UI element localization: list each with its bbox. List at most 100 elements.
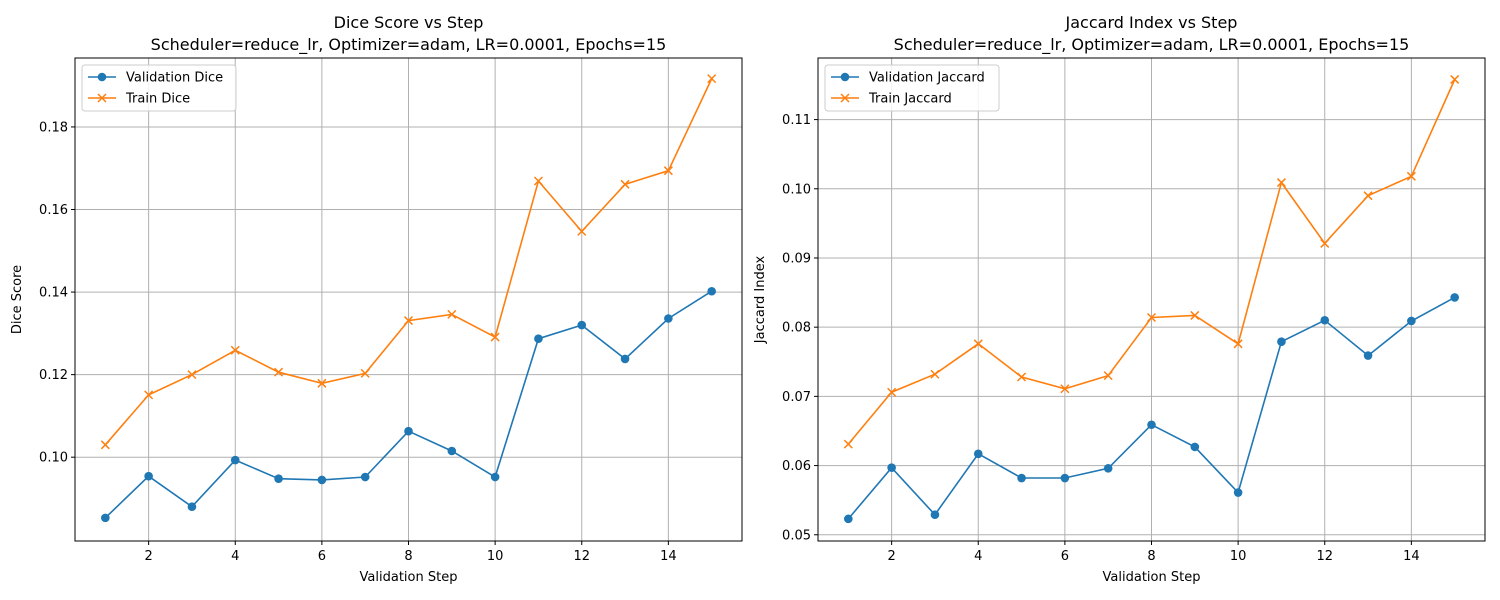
data-point [887, 387, 897, 397]
legend-label: Validation Dice [126, 71, 223, 86]
data-point [1363, 191, 1373, 201]
data-point [101, 513, 110, 523]
data-point [274, 367, 284, 377]
y-tick-label: 0.16 [39, 203, 68, 218]
legend: Validation Dice Train Dice [81, 64, 237, 112]
y-tick-label: 0.08 [782, 321, 811, 336]
legend-box [81, 64, 237, 112]
data-point [930, 369, 940, 379]
chart-subtitle: Scheduler=reduce_lr, Optimizer=adam, LR=… [151, 35, 667, 55]
data-point [447, 446, 457, 456]
data-point [620, 354, 630, 364]
series-train [100, 74, 717, 450]
data-point [1320, 315, 1330, 325]
y-tick-label: 0.18 [39, 120, 68, 135]
y-tick-label: 0.07 [782, 390, 811, 405]
x-tick-label: 4 [974, 549, 982, 564]
data-point [577, 320, 587, 330]
data-point [1103, 371, 1113, 381]
series-validation [844, 293, 1459, 524]
data-point [187, 502, 197, 512]
legend-label: Train Jaccard [868, 92, 952, 107]
y-tick-label: 0.09 [782, 251, 811, 266]
data-point [664, 314, 673, 323]
data-point [843, 439, 853, 449]
data-point [317, 475, 327, 485]
legend-marker [97, 93, 107, 103]
y-tick-label: 0.11 [782, 113, 811, 128]
data-point [844, 514, 853, 524]
data-point [1147, 420, 1156, 430]
data-point [187, 370, 197, 380]
plot-frame [817, 57, 1486, 542]
series-validation [101, 286, 716, 523]
x-tick-label: 8 [404, 549, 412, 564]
data-point [577, 226, 587, 236]
series-train [843, 74, 1460, 449]
y-axis-label: Dice Score [10, 265, 25, 334]
chart-title: Dice Score vs Step [334, 13, 484, 32]
y-tick-label: 0.06 [782, 459, 811, 474]
data-point [973, 449, 983, 459]
data-point [1060, 473, 1070, 483]
plot-frame [74, 57, 743, 542]
data-point [534, 334, 543, 344]
data-point [1407, 316, 1416, 326]
data-point [100, 440, 110, 450]
data-point [404, 426, 413, 436]
data-point [533, 176, 543, 186]
x-tick-label: 2 [887, 549, 895, 564]
data-point [230, 455, 240, 465]
data-point [887, 463, 896, 472]
y-tick-label: 0.10 [782, 182, 811, 197]
x-tick-label: 12 [1316, 549, 1333, 564]
x-tick-label: 8 [1147, 549, 1155, 564]
legend-marker [97, 72, 107, 82]
y-tick-label: 0.12 [39, 368, 68, 383]
data-point [707, 286, 716, 296]
x-tick-label: 4 [231, 549, 239, 564]
data-point [1060, 384, 1070, 394]
x-tick-label: 6 [318, 549, 326, 564]
legend-box [824, 64, 1000, 112]
data-point [1146, 312, 1157, 323]
data-point [1320, 238, 1330, 248]
data-point [360, 472, 370, 482]
y-tick-label: 0.14 [39, 286, 68, 301]
data-point [317, 378, 327, 388]
data-point [1363, 351, 1373, 360]
data-point [230, 345, 240, 355]
data-point [1017, 372, 1027, 382]
data-point [930, 510, 940, 520]
data-point [1190, 310, 1200, 320]
data-point [1190, 442, 1200, 452]
data-point [1450, 74, 1460, 84]
data-point [1406, 171, 1416, 181]
data-point [663, 166, 673, 176]
data-point [144, 390, 154, 400]
data-point [707, 74, 717, 84]
x-axis-label: Validation Step [1103, 570, 1201, 585]
data-point [1277, 337, 1286, 347]
data-point [1017, 473, 1026, 483]
data-point [144, 471, 153, 481]
legend: Validation Jaccard Train Jaccard [824, 64, 1000, 112]
data-point [1233, 488, 1243, 497]
x-tick-label: 6 [1061, 549, 1069, 564]
legend-marker [840, 72, 850, 82]
y-axis-label: Jaccard Index [753, 256, 768, 345]
x-tick-label: 10 [487, 549, 504, 564]
data-point [274, 474, 283, 483]
data-point [1103, 464, 1113, 473]
data-point [1450, 293, 1459, 302]
data-point [620, 179, 630, 189]
data-point [490, 472, 500, 482]
x-tick-label: 14 [1403, 549, 1420, 564]
x-tick-label: 14 [660, 549, 677, 564]
chart-panel-2: Jaccard Index vs Step Scheduler=reduce_lr… [753, 13, 1486, 585]
y-tick-label: 0.10 [39, 451, 68, 466]
data-point [447, 309, 457, 319]
chart-subtitle: Scheduler=reduce_lr, Optimizer=adam, LR=… [894, 35, 1410, 55]
data-point [403, 316, 414, 326]
